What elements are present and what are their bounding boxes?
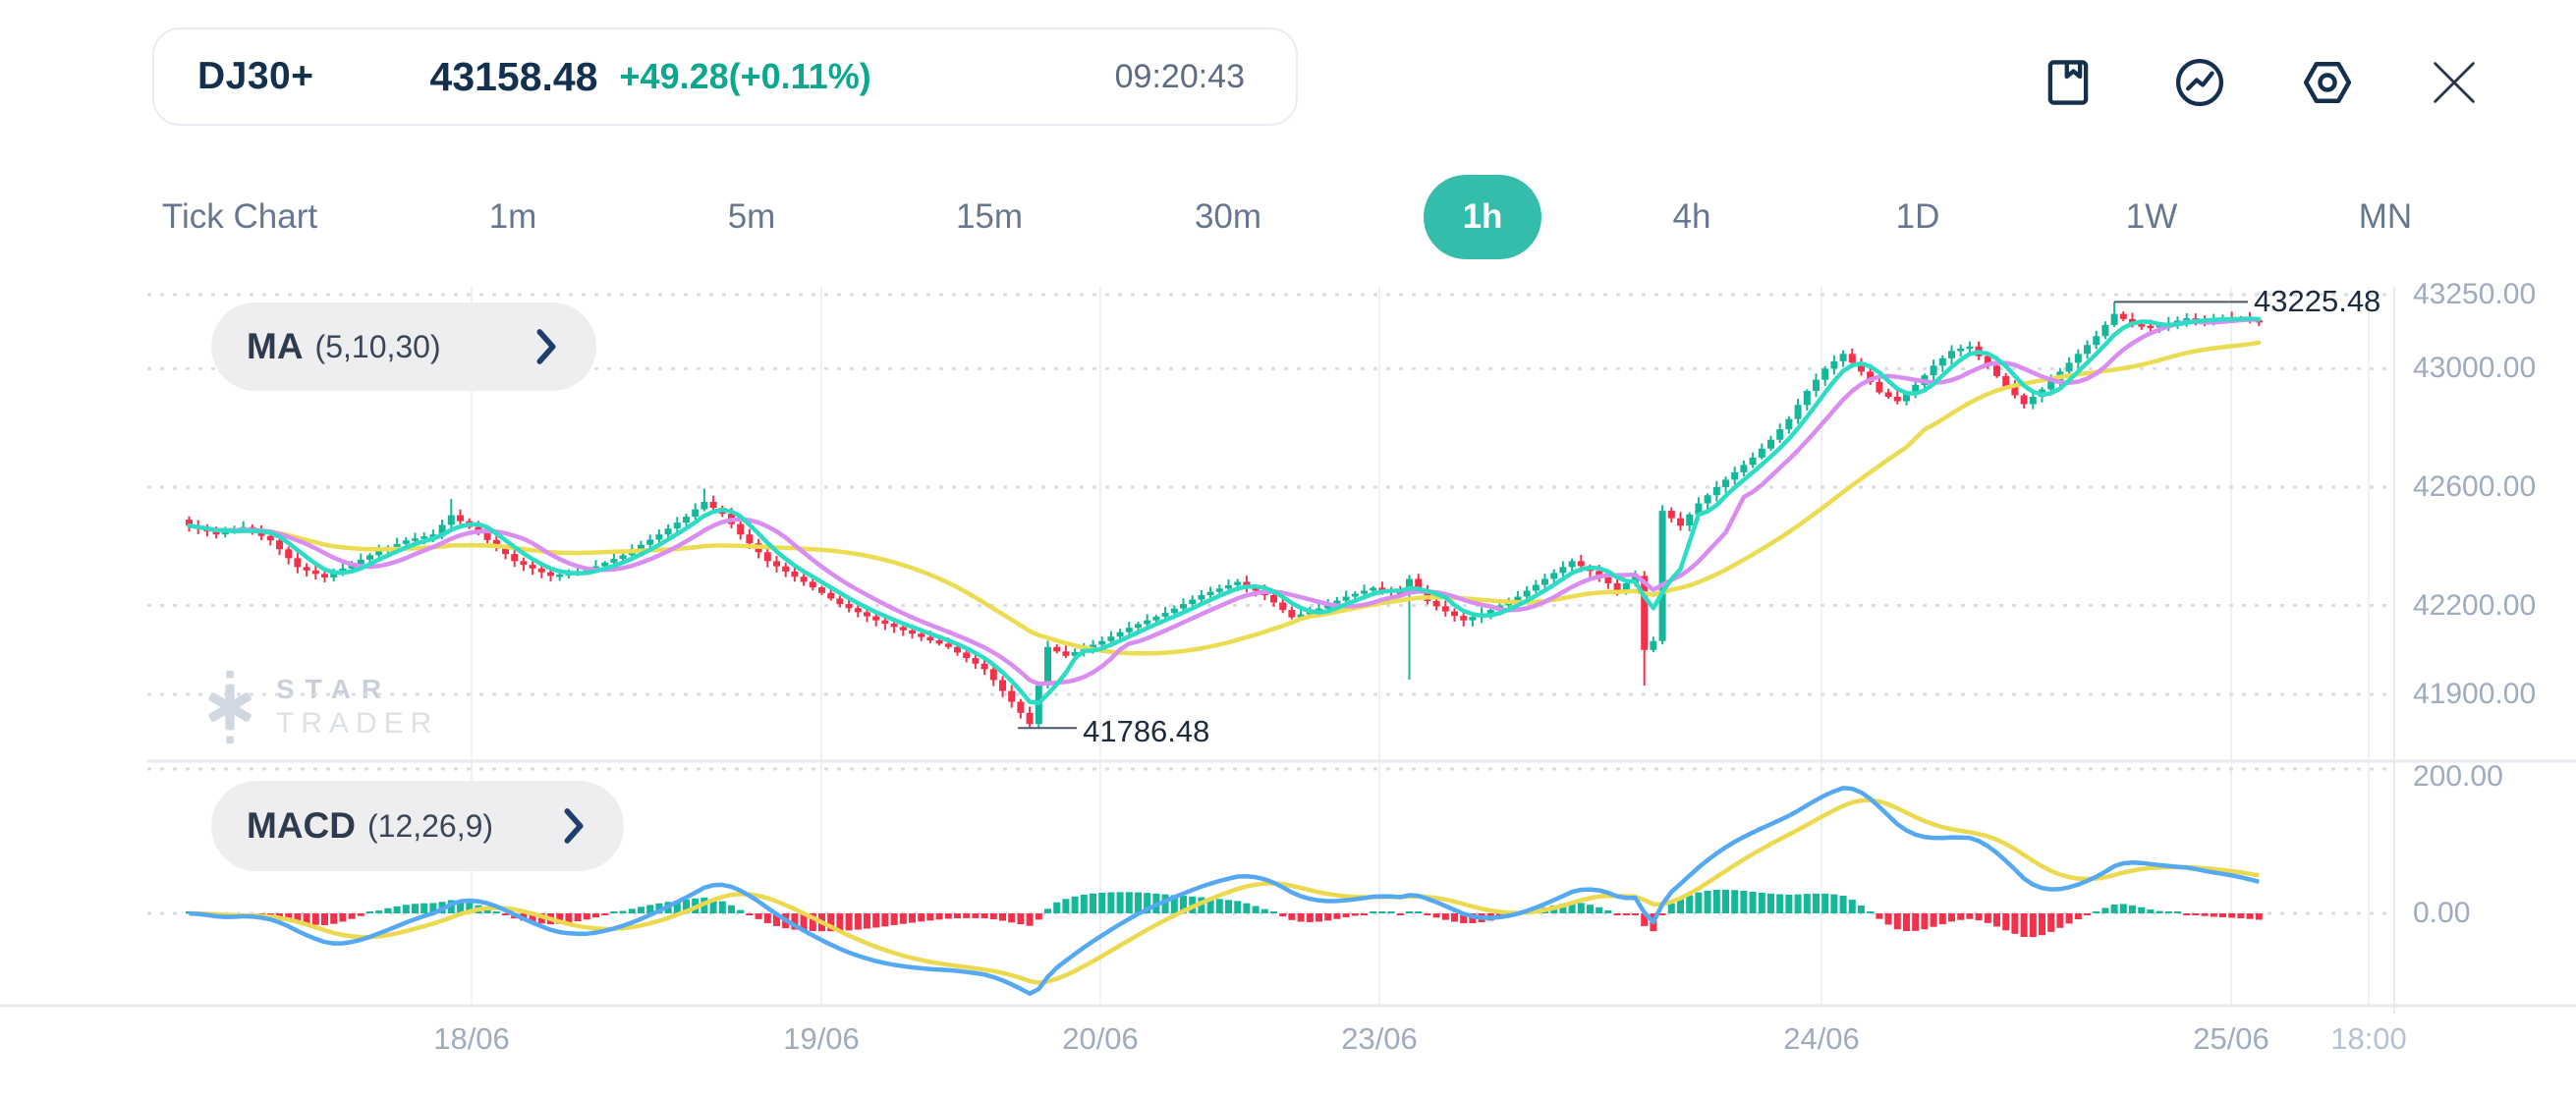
quote-bar: DJ30+ 43158.48 +49.28(+0.11%) 09:20:43 [152,27,1298,126]
tab-tick-chart[interactable]: Tick Chart [161,197,318,236]
trend-circle-icon[interactable] [2168,51,2231,114]
price-change: +49.28(+0.11%) [619,56,871,96]
time-axis-label: 23/06 [1341,1021,1418,1056]
grid-layer [0,287,2576,1014]
price-axis-label: 42600.00 [2413,469,2537,503]
time-axis-label: 24/06 [1783,1021,1860,1056]
macd-axis-label: 200.00 [2413,760,2503,793]
tab-1d[interactable]: 1D [1895,197,1940,236]
watermark-line2: TRADER [276,707,439,740]
chevron-right-icon [532,327,561,366]
high-price-annotation: 43225.48 [2254,284,2381,319]
watermark-line1: STAR [276,674,393,704]
price-axis-label: 43000.00 [2413,352,2537,385]
low-price-annotation: 41786.48 [1083,714,1210,749]
toolbar [0,51,2576,114]
time-axis-label: 20/06 [1062,1021,1139,1056]
last-price: 43158.48 [429,53,598,99]
tab-mn[interactable]: MN [2358,197,2413,236]
price-axis-label: 41900.00 [2413,678,2537,710]
tab-5m[interactable]: 5m [727,197,776,236]
ma-indicator-params: (5,10,30) [314,328,441,364]
macd-panel [186,786,2263,996]
macd-indicator-params: (12,26,9) [366,807,494,844]
tab-1m[interactable]: 1m [488,197,537,236]
macd-indicator-button[interactable]: MACD (12,26,9) [211,781,624,871]
price-axis-label: 43250.00 [2413,278,2537,310]
ma-30-line [187,340,2262,656]
ma-indicator-button[interactable]: MA (5,10,30) [211,302,596,391]
symbol-name: DJ30+ [197,55,314,97]
price-panel [186,302,2263,729]
tab-30m[interactable]: 30m [1194,197,1262,236]
settings-hex-icon[interactable] [2296,51,2359,114]
tab-1w[interactable]: 1W [2125,197,2178,236]
macd-indicator-name: MACD [247,805,356,846]
macd-signal-line [189,797,2260,985]
tab-15m[interactable]: 15m [955,197,1024,236]
ma-indicator-name: MA [247,326,304,366]
tab-1h[interactable]: 1h [1424,175,1541,259]
ma-10-line [187,317,2262,687]
close-icon[interactable] [2423,51,2486,114]
star-logo-icon [208,670,252,744]
watermark: STAR TRADER [199,670,438,744]
timeframe-tabs: Tick Chart 1m 5m 15m 30m 1h 4h 1D 1W MN [0,175,2576,259]
bookmark-icon[interactable] [2037,51,2100,114]
macd-axis-label: 0.00 [2413,897,2471,929]
tab-4h[interactable]: 4h [1672,197,1711,236]
annotation-layer [1018,301,2248,730]
macd-line [189,786,2260,996]
quote-time: 09:20:43 [1114,57,1245,95]
price-axis-label: 42200.00 [2413,588,2537,622]
chevron-right-icon [559,806,588,846]
time-axis-label: 25/06 [2193,1021,2269,1056]
time-axis-label: 18:00 [2330,1021,2407,1056]
time-axis-label: 18/06 [433,1021,510,1056]
ma-5-line [187,316,2262,706]
time-axis-label: 19/06 [783,1021,860,1056]
